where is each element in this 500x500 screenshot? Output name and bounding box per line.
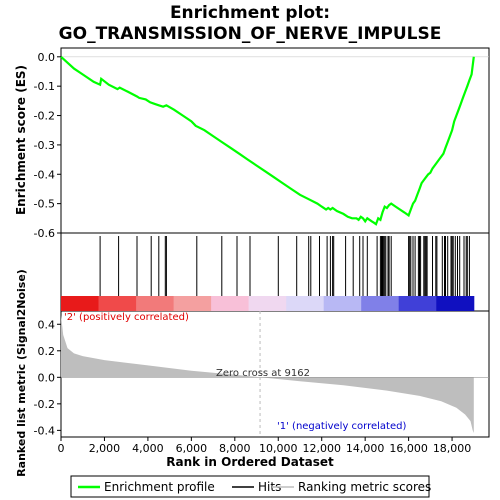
x-tick-label: 16,000 <box>389 442 428 455</box>
enrichment-profile-layer <box>60 55 489 226</box>
x-tick-label: 0 <box>58 442 65 455</box>
chart-title-line1: Enrichment plot: <box>170 3 330 23</box>
correlation-heatbar <box>61 296 475 311</box>
legend: Enrichment profile Hits Ranking metric s… <box>70 475 431 498</box>
chart-title-line2: GO_TRANSMISSION_OF_NERVE_IMPULSE <box>59 24 442 44</box>
es-y-tick-label: -0.6 <box>34 227 55 240</box>
negative-correlation-label: '1' (negatively correlated) <box>277 421 406 432</box>
metric-y-tick-label: 0.4 <box>38 318 56 331</box>
heatbar-segment <box>286 296 325 311</box>
es-panel <box>60 47 490 234</box>
metric-y-axis-label: Ranked list metric (Signal2Noise) <box>15 269 28 477</box>
metric-y-tick-label: 0.0 <box>38 371 56 384</box>
heatbar-segment <box>98 296 137 311</box>
es-y-tick-label: -0.3 <box>34 139 55 152</box>
x-tick-label: 8,000 <box>219 442 251 455</box>
heatbar-segment <box>211 296 250 311</box>
legend-label-hits: Hits <box>258 480 281 494</box>
heatbar-segment <box>398 296 437 311</box>
es-y-tick-label: -0.2 <box>34 110 55 123</box>
es-y-tick-label: 0.0 <box>38 51 56 64</box>
legend-label-ranking: Ranking metric scores <box>298 480 431 494</box>
heatbar-segment <box>361 296 400 311</box>
axes-layer: 0.0 -0.1 -0.2 -0.3 -0.4 -0.5 -0.6 0.4 0.2 0.0 -0.2… <box>34 51 472 455</box>
x-tick-label: 12,000 <box>302 442 341 455</box>
x-tick-label: 18,000 <box>433 442 472 455</box>
es-y-tick-label: -0.5 <box>34 198 55 211</box>
metric-y-tick-label: -0.4 <box>34 424 55 437</box>
es-y-tick-label: -0.4 <box>34 168 55 181</box>
hits-layer <box>99 236 470 296</box>
x-tick-label: 4,000 <box>132 442 164 455</box>
zero-cross-label: Zero cross at 9162 <box>216 368 310 379</box>
heatbar-segment <box>248 296 287 311</box>
heatbar-segment <box>323 296 362 311</box>
x-tick-label: 14,000 <box>346 442 385 455</box>
es-y-axis-label: Enrichment score (ES) <box>14 65 28 215</box>
enrichment-profile-line <box>60 55 475 226</box>
es-y-tick-label: -0.1 <box>34 80 55 93</box>
ranking-metric-area <box>61 315 474 433</box>
positive-correlation-label: '2' (positively correlated) <box>64 312 189 323</box>
x-axis-label: Rank in Ordered Dataset <box>166 455 334 469</box>
heatbar-segment <box>436 296 475 311</box>
x-tick-label: 2,000 <box>89 442 121 455</box>
heatbar-segment <box>136 296 175 311</box>
x-tick-label: 6,000 <box>176 442 208 455</box>
metric-y-tick-label: 0.2 <box>38 345 56 358</box>
heatbar-segment <box>173 296 212 311</box>
x-tick-label: 10,000 <box>259 442 298 455</box>
heatbar-segment <box>61 296 99 311</box>
legend-label-enrichment: Enrichment profile <box>104 480 215 494</box>
metric-y-tick-label: -0.2 <box>34 398 55 411</box>
